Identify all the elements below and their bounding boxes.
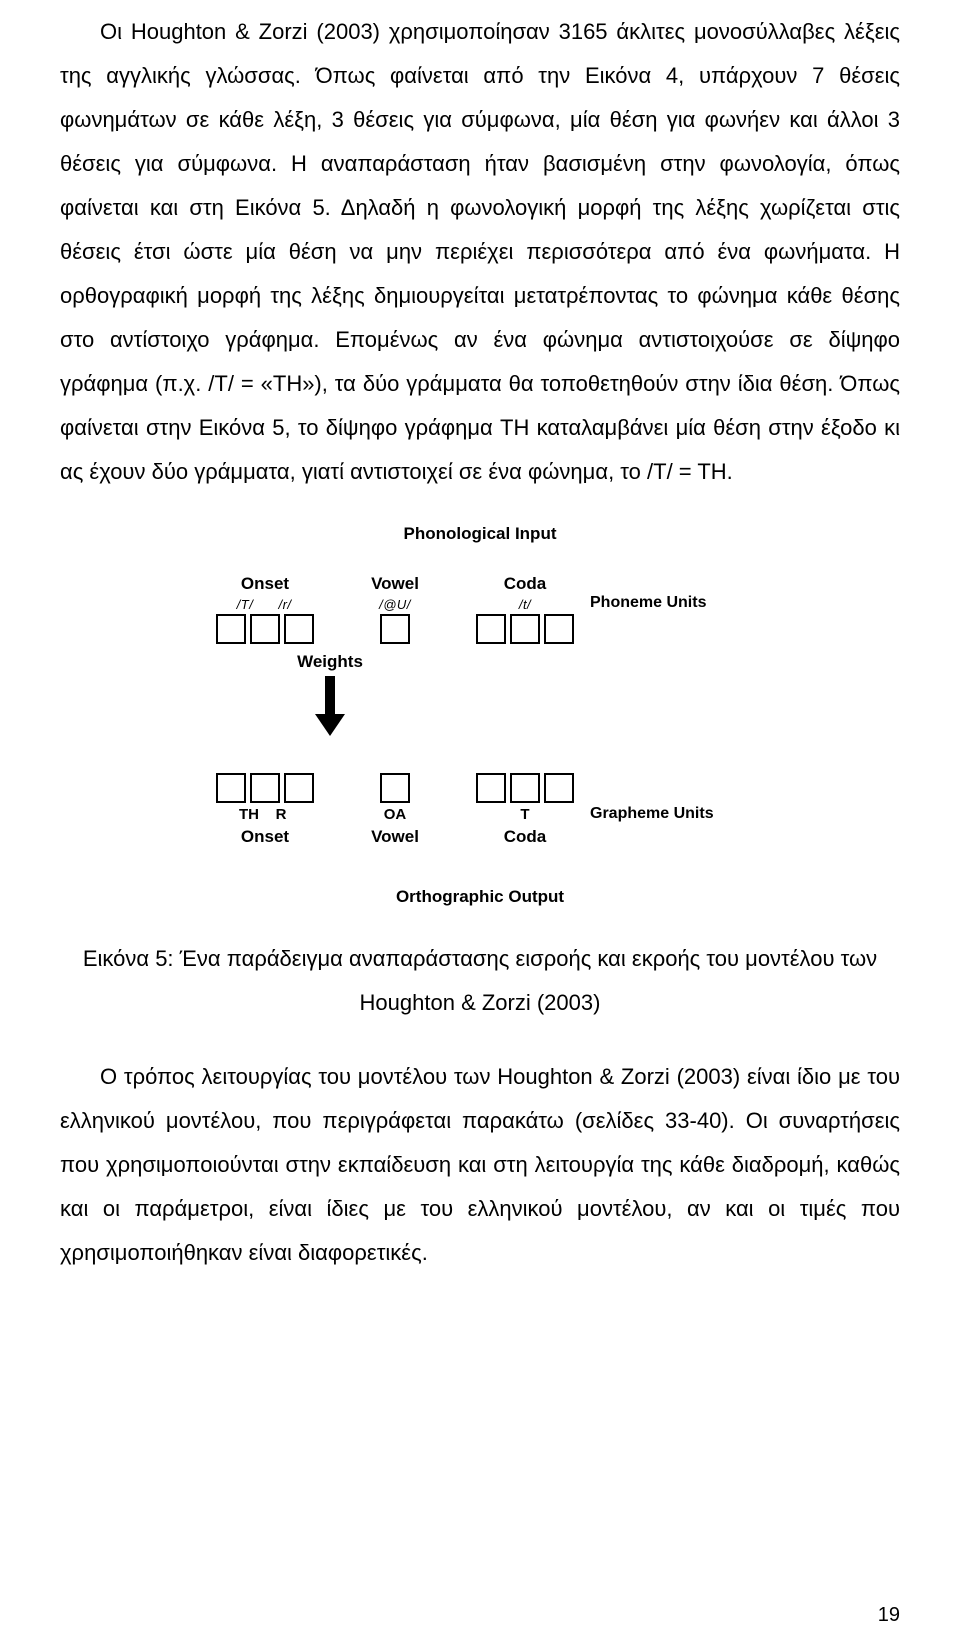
unit-box — [544, 614, 574, 644]
grapheme-vowel: OA — [379, 806, 411, 823]
down-arrow-icon — [315, 676, 345, 736]
unit-box — [510, 614, 540, 644]
unit-box — [476, 614, 506, 644]
grapheme-onset-a: TH — [233, 806, 265, 823]
figure-caption: Εικόνα 5: Ένα παράδειγμα αναπαράστασης ε… — [60, 937, 900, 1025]
grapheme-vowel-boxes — [330, 771, 460, 805]
phoneme-units-label: Phoneme Units — [590, 594, 760, 612]
label-onset: Onset — [200, 574, 330, 594]
grapheme-onset-b: R — [265, 806, 297, 823]
unit-box — [284, 773, 314, 803]
grapheme-coda-boxes — [460, 771, 590, 805]
phoneme-coda-boxes — [460, 612, 590, 646]
page: Οι Houghton & Zorzi (2003) χρησιμοποίησα… — [0, 0, 960, 1647]
phoneme-vowel: /@U/ — [375, 597, 415, 612]
label-vowel: Vowel — [330, 574, 460, 594]
paragraph-1: Οι Houghton & Zorzi (2003) χρησιμοποίησα… — [60, 10, 900, 494]
unit-box — [544, 773, 574, 803]
phoneme-vowel-boxes — [330, 612, 460, 646]
grapheme-letters-row: THR OA T Grapheme Units — [200, 805, 760, 823]
label-onset-bottom: Onset — [200, 827, 330, 847]
phoneme-coda: /t/ — [505, 597, 545, 612]
figure-5: Phonological Input Onset Vowel Coda /T//… — [200, 524, 760, 907]
paragraph-2: Ο τρόπος λειτουργίας του μοντέλου των Ho… — [60, 1055, 900, 1275]
unit-box — [284, 614, 314, 644]
grapheme-coda: T — [509, 806, 541, 823]
unit-box — [216, 614, 246, 644]
phoneme-segment-labels: Onset Vowel Coda — [200, 574, 760, 594]
unit-box — [380, 773, 410, 803]
unit-box — [250, 614, 280, 644]
unit-box — [476, 773, 506, 803]
label-vowel-bottom: Vowel — [330, 827, 460, 847]
unit-box — [250, 773, 280, 803]
weights-arrow — [200, 676, 460, 741]
grapheme-onset-boxes — [200, 771, 330, 805]
phoneme-onset-a: /T/ — [225, 597, 265, 612]
unit-box — [216, 773, 246, 803]
unit-box — [380, 614, 410, 644]
figure-top-title: Phonological Input — [200, 524, 760, 544]
page-number: 19 — [878, 1604, 900, 1627]
phoneme-onset-b: /r/ — [265, 597, 305, 612]
weights-label: Weights — [200, 652, 460, 672]
label-coda: Coda — [460, 574, 590, 594]
figure-bottom-title: Orthographic Output — [200, 887, 760, 907]
phoneme-boxes-row — [200, 612, 760, 646]
grapheme-boxes-row — [200, 771, 760, 805]
phoneme-sublabels: /T//r/ /@U/ /t/ Phoneme Units — [200, 594, 760, 612]
label-coda-bottom: Coda — [460, 827, 590, 847]
phoneme-onset-boxes — [200, 612, 330, 646]
grapheme-segment-labels: Onset Vowel Coda — [200, 827, 760, 847]
unit-box — [510, 773, 540, 803]
grapheme-units-label: Grapheme Units — [590, 805, 760, 823]
